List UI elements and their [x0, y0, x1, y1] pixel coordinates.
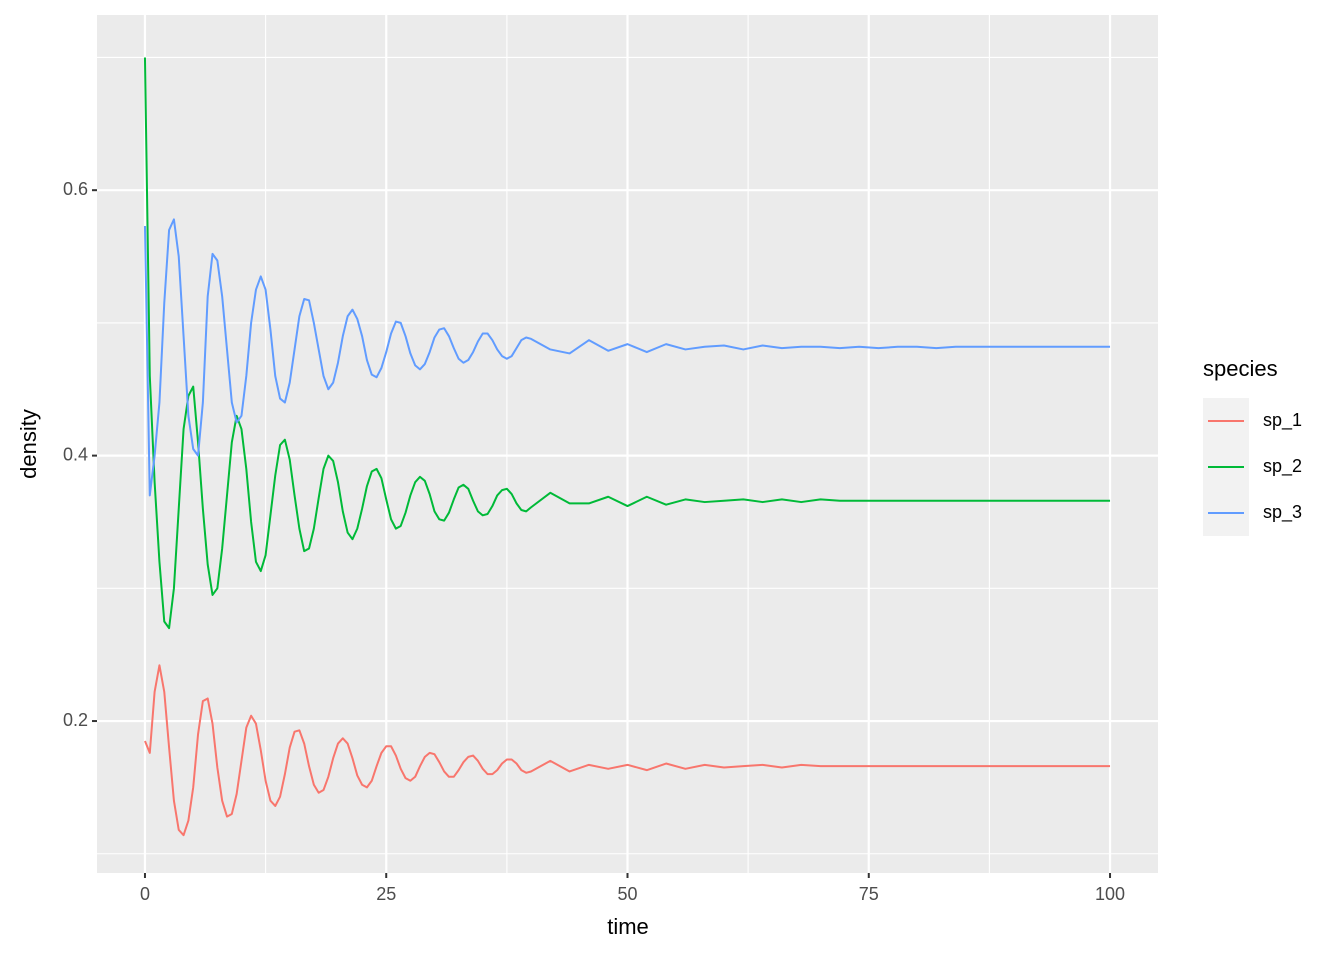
- x-axis-title: time: [607, 914, 649, 939]
- y-tick-label: 0.2: [63, 710, 88, 730]
- legend-title: species: [1203, 356, 1278, 381]
- series-line: [143, 218, 1111, 497]
- legend-label: sp_2: [1263, 456, 1302, 477]
- x-tick-label: 75: [859, 884, 879, 904]
- y-axis-title: density: [16, 409, 41, 479]
- x-tick-label: 50: [617, 884, 637, 904]
- legend-label: sp_1: [1263, 410, 1302, 431]
- y-tick-label: 0.6: [63, 179, 88, 199]
- y-tick-label: 0.4: [63, 444, 88, 464]
- legend-label: sp_3: [1263, 502, 1302, 523]
- series-line: [144, 664, 1111, 837]
- x-tick-label: 100: [1095, 884, 1125, 904]
- series-line: [143, 57, 1111, 630]
- x-tick-label: 0: [140, 884, 150, 904]
- x-tick-label: 25: [376, 884, 396, 904]
